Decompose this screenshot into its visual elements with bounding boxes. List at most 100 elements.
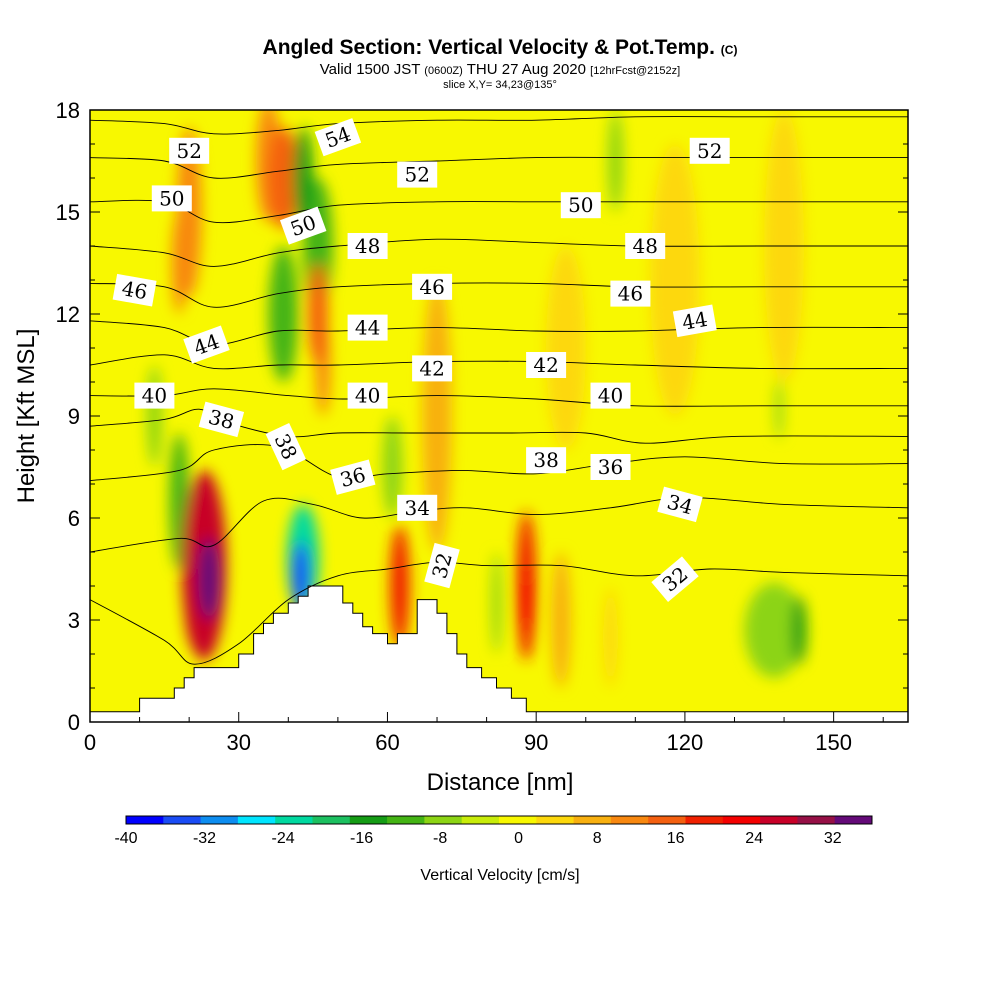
contour-label: 38 bbox=[526, 447, 567, 474]
contour-label-text: 46 bbox=[120, 276, 149, 304]
contour-label-box bbox=[330, 459, 376, 495]
colorbar-swatch bbox=[237, 816, 276, 824]
terrain-profile bbox=[89, 585, 909, 723]
contour-label: 42 bbox=[412, 355, 453, 382]
colorbar-swatch bbox=[536, 816, 575, 824]
contour-label: 46 bbox=[610, 280, 651, 307]
contour-label-text: 44 bbox=[355, 316, 380, 340]
velocity-cell bbox=[382, 416, 403, 518]
contour-label-text: 46 bbox=[618, 282, 643, 306]
chart-title-unit: (C) bbox=[720, 43, 738, 57]
contour-label-box bbox=[265, 422, 307, 471]
contour-label-box bbox=[134, 382, 175, 409]
contour-label-text: 52 bbox=[176, 139, 201, 163]
colorbar-tick-label: -8 bbox=[433, 830, 447, 847]
chart-title-text: Angled Section: Vertical Velocity & Pot.… bbox=[262, 36, 715, 59]
contour-label: 50 bbox=[560, 192, 601, 219]
contour-label: 52 bbox=[689, 137, 730, 164]
theta-contour-32 bbox=[90, 561, 908, 665]
colorbar-swatch bbox=[573, 816, 612, 824]
y-tick-label: 0 bbox=[68, 710, 80, 735]
contour-label-text: 40 bbox=[355, 384, 380, 408]
theta-contour-40 bbox=[90, 388, 908, 407]
contour-label-box bbox=[412, 355, 453, 382]
contour-label-text: 48 bbox=[355, 234, 380, 258]
colorbar-swatch bbox=[797, 816, 836, 824]
velocity-cell bbox=[268, 246, 299, 382]
subtitle-utc: (0600Z) bbox=[424, 65, 463, 77]
velocity-cell bbox=[308, 263, 328, 365]
contour-label: 34 bbox=[397, 494, 438, 521]
contour-label: 46 bbox=[412, 273, 453, 300]
x-tick-label: 150 bbox=[815, 730, 852, 755]
velocity-cell bbox=[775, 378, 784, 440]
chart-subtitle: Valid 1500 JST (0600Z) THU 27 Aug 2020 [… bbox=[0, 62, 1000, 79]
contour-label: 34 bbox=[657, 486, 703, 523]
y-tick-label: 3 bbox=[68, 608, 80, 633]
contour-label-box bbox=[198, 401, 245, 438]
contour-label: 36 bbox=[590, 454, 631, 480]
contour-label-text: 46 bbox=[419, 275, 444, 299]
contour-label-box bbox=[689, 137, 730, 164]
colorbar-swatch bbox=[349, 816, 388, 824]
colorbar-tick-label: 32 bbox=[824, 830, 842, 847]
velocity-cell bbox=[491, 552, 502, 654]
colorbar-tick-label: -40 bbox=[114, 830, 137, 847]
theta-contour-48 bbox=[90, 238, 908, 267]
velocity-cell bbox=[791, 596, 807, 665]
velocity-cell bbox=[171, 212, 187, 314]
y-tick-label: 18 bbox=[56, 98, 80, 123]
colorbar-swatch bbox=[722, 816, 761, 824]
velocity-cell bbox=[147, 365, 162, 467]
x-tick-label: 90 bbox=[524, 730, 548, 755]
x-axis-title: Distance [nm] bbox=[427, 769, 574, 796]
contour-label-box bbox=[397, 494, 438, 521]
contour-label-box bbox=[526, 447, 567, 474]
colorbar-swatch bbox=[312, 816, 351, 824]
contour-label-box bbox=[397, 161, 438, 188]
colorbar-tick-label: -32 bbox=[193, 830, 216, 847]
contour-label: 40 bbox=[347, 382, 388, 409]
theta-contours bbox=[90, 116, 908, 665]
colorbar-swatch bbox=[275, 816, 313, 824]
contour-label-text: 40 bbox=[598, 384, 623, 408]
theta-contour-52 bbox=[90, 156, 908, 179]
contour-label: 46 bbox=[112, 273, 157, 307]
contour-label: 44 bbox=[672, 304, 717, 338]
contour-label-box bbox=[526, 352, 567, 378]
velocity-cell bbox=[268, 127, 299, 229]
contour-label-text: 42 bbox=[533, 353, 558, 377]
theta-contour-36 bbox=[90, 444, 908, 482]
x-axis: 0 30 60 90 120 150 bbox=[84, 712, 884, 755]
contour-label-box bbox=[560, 192, 601, 219]
contour-label-box bbox=[183, 325, 230, 364]
contour-label-text: 52 bbox=[697, 139, 722, 163]
contour-label: 40 bbox=[134, 382, 175, 409]
velocity-cell bbox=[521, 569, 532, 631]
contour-label-box bbox=[347, 233, 388, 259]
velocity-cell bbox=[291, 541, 310, 610]
colorbar-swatch bbox=[461, 816, 500, 824]
colorbar-swatch bbox=[760, 816, 798, 824]
y-tick-label: 6 bbox=[68, 506, 80, 531]
contour-label: 48 bbox=[347, 233, 388, 259]
y-tick-label: 15 bbox=[56, 200, 80, 225]
contour-label-text: 50 bbox=[159, 186, 184, 210]
contour-label-box bbox=[151, 185, 192, 212]
velocity-cell bbox=[546, 246, 586, 450]
contour-label-box bbox=[169, 137, 210, 164]
contour-label: 42 bbox=[526, 352, 567, 378]
velocity-cell bbox=[608, 110, 623, 212]
contour-label-box bbox=[625, 233, 666, 259]
colorbar-swatch bbox=[610, 816, 649, 824]
colorbar: -40 -32 -24 -16 -8 0 8 16 24 32 bbox=[114, 815, 873, 847]
colorbar-swatch bbox=[685, 816, 724, 824]
contour-label-text: 36 bbox=[598, 455, 623, 479]
contour-label-text: 48 bbox=[632, 234, 657, 258]
chart-title: Angled Section: Vertical Velocity & Pot.… bbox=[0, 36, 1000, 62]
contour-label-text: 44 bbox=[680, 307, 709, 335]
velocity-cell bbox=[389, 524, 410, 648]
